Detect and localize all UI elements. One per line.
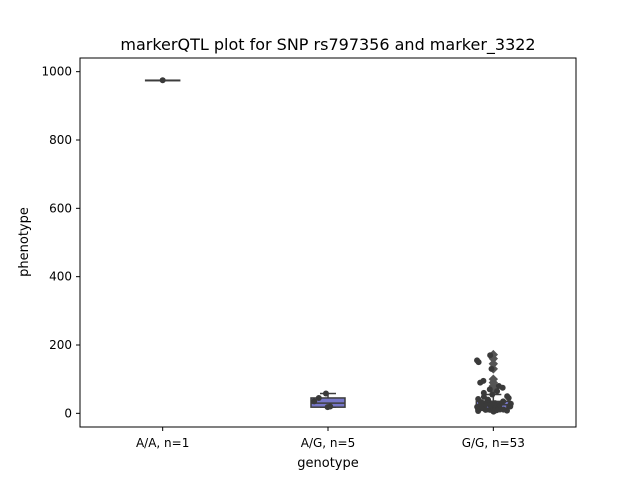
y-tick-label: 400 [49, 270, 72, 284]
x-axis-ticks: A/A, n=1 A/G, n=5 G/G, n=53 [136, 427, 525, 450]
strip-point [504, 393, 511, 400]
x-axis-label: genotype [297, 456, 358, 471]
y-tick-label: 1000 [41, 65, 72, 79]
x-tick-label: A/A, n=1 [136, 436, 189, 450]
y-tick-label: 600 [49, 201, 72, 215]
strip-point [480, 389, 487, 396]
strip-point [507, 400, 514, 407]
strip-point [487, 352, 494, 359]
strip-point [480, 377, 487, 384]
y-tick-label: 800 [49, 133, 72, 147]
strip-point [489, 391, 496, 398]
strip-point [159, 77, 166, 84]
plot-area [79, 57, 577, 428]
strip-point [315, 394, 322, 401]
x-tick-label: A/G, n=5 [301, 436, 355, 450]
strip-point [322, 390, 329, 397]
strip-point [495, 383, 502, 389]
strip-points-layer [159, 77, 514, 415]
boxes-layer [144, 79, 512, 413]
y-axis-ticks: 0 200 400 600 800 1000 [41, 65, 80, 420]
strip-point [492, 400, 499, 407]
y-tick-label: 0 [64, 406, 72, 420]
y-tick-label: 200 [49, 338, 72, 352]
strip-point [500, 398, 507, 405]
strip-point [494, 388, 501, 395]
strip-point [311, 398, 318, 405]
strip-point [327, 403, 334, 410]
strip-point [486, 386, 493, 393]
strip-point [488, 365, 495, 372]
strip-point [474, 357, 481, 364]
y-axis-label: phenotype [17, 207, 32, 277]
x-tick-label: G/G, n=53 [462, 436, 525, 450]
strip-point [475, 395, 482, 402]
chart-title: markerQTL plot for SNP rs797356 and mark… [120, 35, 535, 55]
outlier-marker [488, 374, 499, 384]
